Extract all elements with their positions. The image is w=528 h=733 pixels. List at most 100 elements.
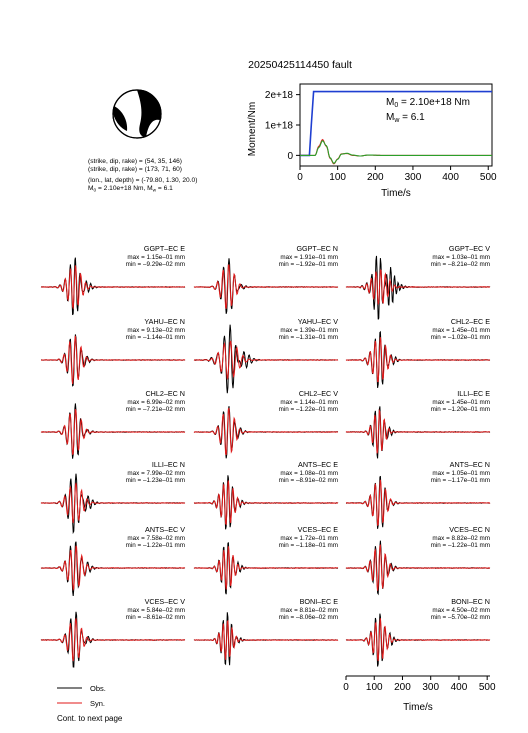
station-label: CHL2–EC E [451,317,490,326]
x-tick-label: 500 [479,682,496,693]
x-tick-label: 0 [343,682,349,693]
y-axis-label: Moment/Nm [247,102,258,156]
obs-legend-label: Obs. [90,684,106,693]
max-amplitude: max = 4.50e–02 mm [432,607,490,614]
min-amplitude: min = –1.14e–01 mm [126,334,185,341]
min-amplitude: min = –1.31e–01 mm [279,334,338,341]
min-amplitude: min = –1.17e–01 mm [431,477,490,484]
min-amplitude: min = –1.02e–01 mm [431,334,490,341]
min-amplitude: min = –9.29e–02 mm [126,261,185,268]
max-amplitude: max = 9.13e–02 mm [127,327,185,334]
moment-legend-m0: M0 = 2.10e+18 Nm [386,97,470,109]
min-amplitude: min = –8.06e–02 mm [279,614,338,621]
x-tick-label: 400 [442,172,459,183]
nodal-plane-1: (strike, dip, rake) = (54, 35, 146) [88,158,182,165]
min-amplitude: min = –1.18e–01 mm [279,542,338,549]
station-label: CHL2–EC V [299,389,338,398]
station-label: ILLI–EC N [152,460,185,469]
compressional-quadrant-2 [113,106,128,131]
y-tick-label: 0 [287,151,293,162]
max-amplitude: max = 1.05e–01 mm [432,470,490,477]
syn-trace [193,480,339,526]
figure-title: 20250425114450 fault [248,59,352,71]
syn-trace [193,340,339,381]
syn-trace [345,337,491,383]
moment-legend-mw: Mw = 6.1 [386,112,425,124]
max-amplitude: max = 1.39e–01 mm [280,327,338,334]
min-amplitude: min = –8.21e–02 mm [431,261,490,268]
station-label: ANTS–EC V [145,525,185,534]
min-amplitude: min = –1.92e–01 mm [279,261,338,268]
compressional-quadrant [137,90,161,137]
syn-trace [193,264,339,309]
y-tick-label: 1e+18 [265,121,294,132]
syn-trace [345,269,491,305]
x-tick-label: 400 [451,682,468,693]
min-amplitude: min = –8.91e–02 mm [279,477,338,484]
max-amplitude: max = 7.58e–02 mm [127,535,185,542]
x-axis-label: Time/s [381,188,411,199]
syn-legend-label: Syn. [90,699,105,708]
station-label: YAHU–EC V [298,317,338,326]
x-tick-label: 200 [367,172,384,183]
moment-rate-green-line [300,140,492,164]
syn-trace [345,543,490,591]
x-tick-label: 100 [366,682,383,693]
syn-trace [40,545,186,592]
syn-trace [193,619,339,660]
station-label: YAHU–EC N [144,317,185,326]
moment-magnitude-line: M0 = 2.10e+18 Nm, Mw = 6.1 [88,185,173,194]
min-amplitude: min = –1.23e–01 mm [126,477,185,484]
max-amplitude: max = 8.81e–02 mm [280,607,338,614]
legend: Obs. Syn. Cont. to next page [57,684,123,723]
syn-trace [345,408,491,454]
x-tick-label: 200 [394,682,411,693]
mechanism-text: (strike, dip, rake) = (54, 35, 146) (str… [88,158,197,194]
max-amplitude: max = 1.08e–01 mm [280,470,338,477]
syn-trace [40,265,185,310]
min-amplitude: min = –1.20e–01 mm [431,406,490,413]
station-label: GGPT–EC N [296,244,338,253]
max-amplitude: max = 5.84e–02 mm [127,607,185,614]
min-amplitude: min = –5.70e–02 mm [431,614,490,621]
max-amplitude: max = 1.91e–01 mm [280,254,338,261]
min-amplitude: min = –8.61e–02 mm [126,614,185,621]
syn-trace [40,618,186,662]
y-tick-label: 2e+18 [265,90,294,101]
x-tick-label: 0 [297,172,303,183]
x-tick-label: 100 [329,172,346,183]
station-label: ANTS–EC N [450,460,490,469]
nodal-plane-2: (strike, dip, rake) = (173, 71, 60) [88,166,182,173]
min-amplitude: min = –1.22e–01 mm [279,406,338,413]
x-tick-label: 300 [422,682,439,693]
station-label: VCES–EC V [145,597,186,606]
syn-trace [193,546,339,590]
max-amplitude: max = 1.45e–01 mm [432,399,490,406]
max-amplitude: max = 1.15e–01 mm [127,254,185,261]
source-location: (lon., lat, depth) = (-79.80, 1.30, 20.0… [88,177,197,184]
max-amplitude: max = 1.03e–01 mm [432,254,490,261]
syn-trace [40,482,186,523]
continue-note: Cont. to next page [57,714,123,723]
max-amplitude: max = 1.14e–01 mm [280,399,338,406]
station-label: BONI–EC N [451,597,490,606]
moment-rate-plot: 0 100 200 300 400 500 0 1e+18 2e+18 Time/s Moment/… [247,83,497,199]
station-label: ILLI–EC E [457,389,490,398]
waveform-time-axis: 0 100 200 300 400 500 Time/s [343,675,496,713]
min-amplitude: min = –7.21e–02 mm [126,406,185,413]
max-amplitude: max = 1.45e–01 mm [432,327,490,334]
